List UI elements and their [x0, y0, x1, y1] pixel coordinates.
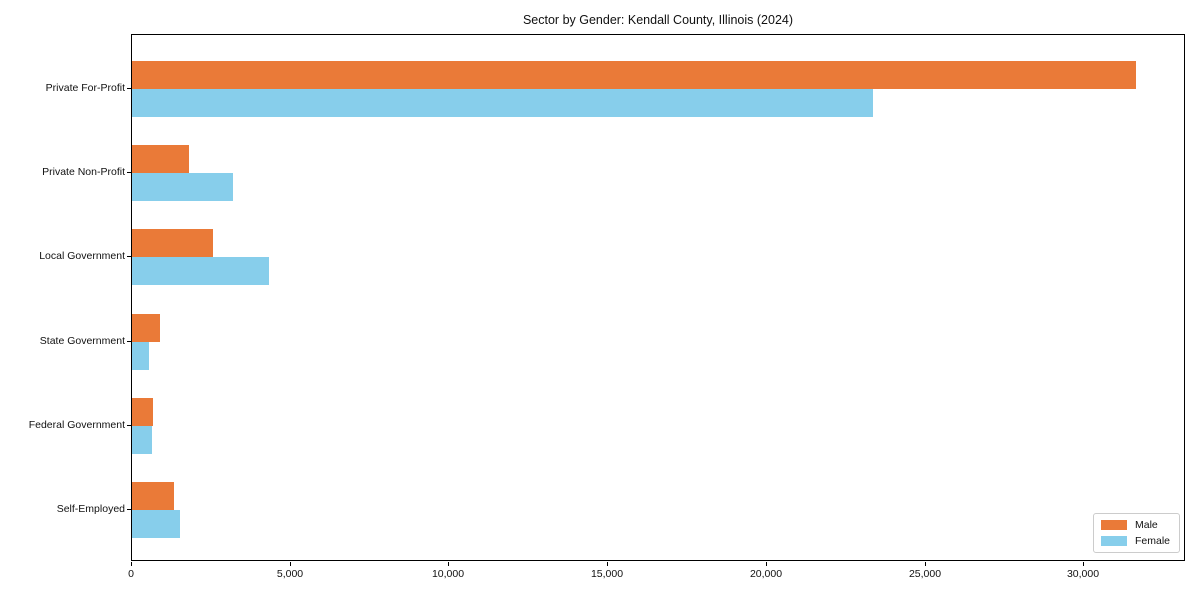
y-axis-category-label: Self-Employed — [56, 503, 125, 515]
x-axis-tick-label: 25,000 — [908, 568, 942, 580]
y-axis-category-label: Federal Government — [28, 418, 125, 431]
y-axis-tick — [127, 172, 131, 174]
legend-item: Female — [1100, 535, 1170, 547]
x-axis-tick — [766, 562, 767, 566]
x-axis-tick-label: 20,000 — [749, 568, 783, 580]
x-axis-tick — [290, 562, 291, 566]
plot-area: Male Female — [131, 34, 1185, 561]
bar-female — [132, 89, 873, 117]
y-axis-category-label: Private For-Profit — [45, 82, 125, 94]
x-axis-tick — [1083, 562, 1084, 566]
x-axis-tick-label: 15,000 — [590, 568, 624, 580]
bar-female — [132, 257, 269, 286]
bar-female — [132, 173, 233, 202]
bar-male — [132, 145, 189, 174]
legend-swatch-female — [1100, 536, 1127, 546]
x-axis-tick-label: 10,000 — [431, 568, 465, 580]
legend-label: Male — [1134, 519, 1158, 531]
chart-title: Sector by Gender: Kendall County, Illino… — [522, 13, 794, 27]
x-axis-tick — [131, 562, 132, 566]
x-axis-tick-label: 30,000 — [1066, 568, 1100, 580]
legend-swatch-male — [1100, 520, 1127, 530]
bar-male — [132, 229, 213, 258]
y-axis-tick — [127, 340, 131, 342]
x-axis-tick — [925, 562, 926, 566]
x-axis-tick-label: 5,000 — [276, 568, 304, 580]
y-axis-category-label: State Government — [39, 334, 125, 347]
legend-item: Male — [1100, 519, 1170, 531]
y-axis-tick — [127, 424, 131, 426]
bar-male — [132, 313, 160, 342]
bar-female — [132, 425, 152, 454]
bar-female — [132, 510, 180, 538]
y-axis-category-label: Local Government — [39, 250, 125, 263]
bar-male — [132, 61, 1136, 89]
bar-male — [132, 397, 153, 426]
y-axis-category-label: Private Non-Profit — [42, 166, 125, 179]
x-axis-tick — [607, 562, 608, 566]
legend-label: Female — [1134, 535, 1170, 547]
bar-male — [132, 482, 174, 510]
y-axis-tick — [127, 88, 131, 89]
y-axis-tick — [127, 256, 131, 258]
x-axis-tick — [448, 562, 449, 566]
legend: Male Female — [1092, 513, 1180, 553]
bar-female — [132, 341, 149, 370]
y-axis-tick — [127, 509, 131, 510]
x-axis-tick-label: 0 — [128, 568, 134, 580]
